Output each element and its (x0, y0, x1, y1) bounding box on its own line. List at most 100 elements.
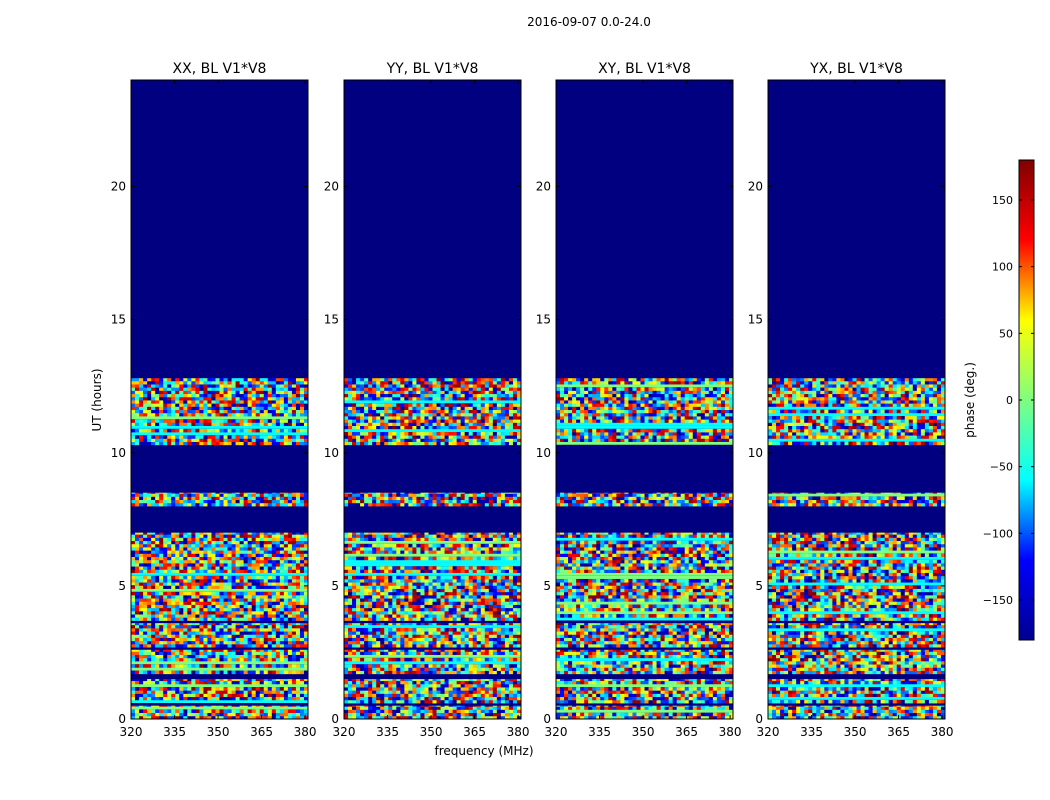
heatmap-cell (235, 594, 241, 599)
heatmap-cell (460, 588, 466, 593)
heatmap-cell (199, 499, 204, 504)
heatmap-cell (155, 566, 160, 570)
heatmap-cell (195, 601, 200, 605)
heatmap-cell (420, 690, 425, 694)
heatmap-cell (199, 578, 204, 583)
heatmap-cell (131, 550, 136, 554)
heatmap-cell (131, 559, 136, 564)
heatmap-cell (155, 712, 160, 717)
heatmap-cell (263, 627, 269, 632)
heatmap-cell (227, 604, 232, 609)
heatmap-cell (416, 627, 421, 632)
heatmap-cell (211, 693, 216, 698)
heatmap-cell (516, 664, 522, 668)
heatmap-cell (396, 715, 401, 720)
heatmap-cell (344, 634, 349, 638)
heatmap-cell (352, 670, 357, 675)
heatmap-cell (468, 601, 474, 605)
heatmap-cell (175, 607, 180, 612)
heatmap-cell (303, 687, 309, 691)
heatmap-cell (151, 591, 156, 596)
heatmap-cell (460, 664, 466, 668)
heatmap-cell (472, 614, 478, 618)
heatmap-cell (219, 664, 224, 668)
heatmap-cell (508, 683, 514, 688)
heatmap-cell (215, 614, 220, 618)
heatmap-cell (303, 562, 309, 567)
heatmap-cell (303, 537, 309, 542)
heatmap-cell (167, 400, 172, 404)
heatmap-cell (155, 393, 160, 398)
heatmap-cell (247, 403, 253, 407)
heatmap-cell (271, 441, 277, 446)
heatmap-cell (516, 680, 522, 685)
heatmap-cell (400, 679, 405, 682)
heatmap-cell (131, 578, 136, 583)
heatmap-cell (275, 643, 281, 648)
heatmap-cell (191, 575, 196, 580)
heatmap-cell (143, 601, 148, 605)
heatmap-cell (372, 634, 377, 638)
heatmap-cell (227, 493, 232, 497)
heatmap-cell (171, 492, 176, 494)
heatmap-cell (207, 712, 212, 717)
heatmap-cell (155, 419, 160, 423)
heatmap-cell (195, 623, 200, 626)
heatmap-cell (275, 693, 281, 698)
heatmap-cell (263, 537, 269, 542)
heatmap-cell (139, 435, 144, 439)
heatmap-cell (303, 623, 309, 626)
heatmap-cell (223, 403, 228, 407)
heatmap-cell (195, 396, 200, 401)
heatmap-cell (139, 690, 144, 694)
heatmap-cell (348, 631, 353, 635)
heatmap-cell (247, 502, 253, 507)
heatmap-cell (159, 556, 164, 561)
heatmap-cell (283, 400, 289, 404)
heatmap-cell (444, 631, 449, 635)
heatmap-cell (480, 631, 486, 635)
heatmap-cell (432, 617, 437, 621)
heatmap-cell (452, 578, 458, 583)
heatmap-cell (364, 578, 369, 583)
heatmap-cell (263, 547, 269, 551)
heatmap-cell (472, 651, 478, 655)
heatmap-cell (283, 627, 289, 632)
heatmap-cell (436, 643, 441, 648)
heatmap-cell (211, 657, 216, 662)
heatmap-cell (492, 588, 498, 593)
heatmap-cell (147, 532, 152, 535)
heatmap-cell (163, 670, 168, 675)
heatmap-cell (151, 601, 156, 605)
heatmap-cell (476, 651, 482, 655)
heatmap-cell (227, 550, 232, 554)
heatmap-cell (444, 699, 449, 704)
heatmap-cell (159, 569, 164, 573)
heatmap-cell (380, 575, 385, 580)
heatmap-cell (207, 679, 212, 682)
heatmap-cell (135, 693, 140, 698)
heatmap-cell (295, 582, 301, 586)
heatmap-cell (504, 610, 510, 615)
heatmap-cell (211, 569, 216, 573)
heatmap-cell (263, 400, 269, 404)
heatmap-cell (384, 683, 389, 688)
heatmap-cell (183, 403, 188, 407)
heatmap-cell (283, 610, 289, 615)
heatmap-cell (452, 588, 458, 593)
heatmap-cell (468, 578, 474, 583)
heatmap-cell (271, 651, 277, 655)
heatmap-cell (239, 627, 245, 632)
heatmap-cell (436, 634, 441, 638)
heatmap-cell (432, 640, 437, 645)
heatmap-cell (376, 631, 381, 635)
heatmap-cell (412, 591, 417, 596)
heatmap-cell (303, 540, 309, 545)
heatmap-cell (255, 687, 261, 691)
heatmap-cell (235, 543, 241, 548)
heatmap-cell (448, 699, 454, 704)
heatmap-cell (512, 610, 518, 615)
heatmap-cell (428, 679, 433, 682)
heatmap-cell (287, 396, 293, 401)
heatmap-cell (211, 562, 216, 567)
